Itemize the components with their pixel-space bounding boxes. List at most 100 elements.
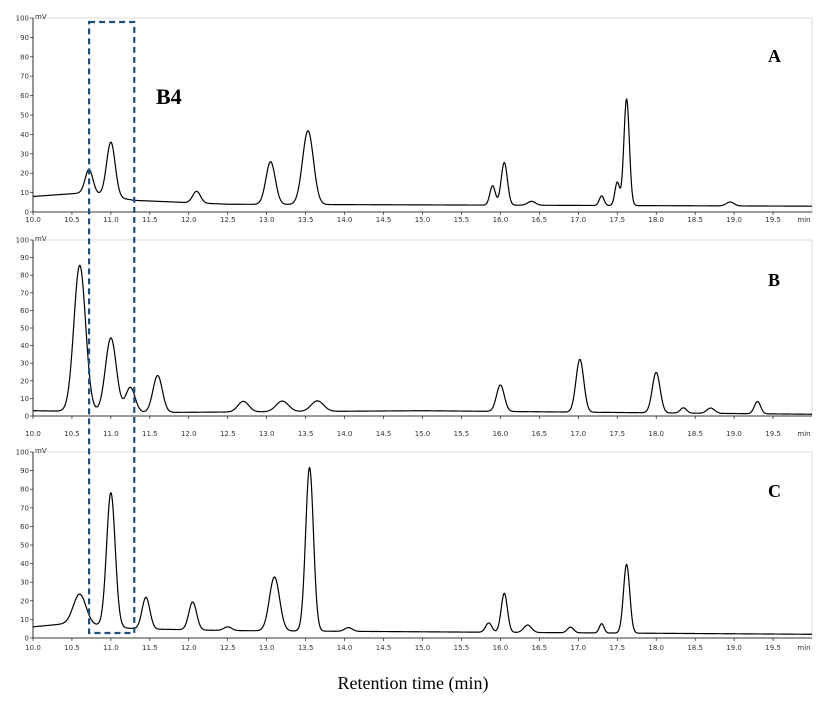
y-tick-label: 90 [20,467,29,475]
y-tick-label: 80 [20,272,29,280]
x-tick-label: 19.0 [726,644,742,652]
y-tick-label: 80 [20,53,29,61]
y-tick-label: 10 [20,616,29,624]
trace-line [32,466,813,635]
x-tick-label: 13.0 [259,216,275,224]
x-tick-label: 15.5 [454,644,470,652]
x-tick-label: 17.0 [571,430,587,438]
x-tick-label: 16.5 [532,644,548,652]
y-tick-label: 0 [25,209,29,217]
x-tick-label: 11.5 [142,216,158,224]
x-tick-label: 10.0 [25,644,41,652]
y-tick-label: 70 [20,73,29,81]
x-tick-label: 19.0 [726,216,742,224]
y-tick-label: 40 [20,560,29,568]
x-tick-label: 10.5 [64,216,80,224]
x-tick-label: 14.0 [337,644,353,652]
x-tick-label: 18.5 [687,430,703,438]
panel-label: B [768,270,780,290]
y-tick-label: 60 [20,307,29,315]
y-tick-label: 20 [20,377,29,385]
y-tick-label: 20 [20,597,29,605]
x-tick-label: 14.5 [376,430,392,438]
x-tick-label: 13.0 [259,430,275,438]
x-tick-label: 10.5 [64,644,80,652]
x-tick-label: 16.0 [493,216,509,224]
x-tick-label: 17.0 [571,644,587,652]
x-tick-label: 19.0 [726,430,742,438]
x-tick-label: 12.5 [220,216,236,224]
x-tick-label: 14.0 [337,430,353,438]
y-tick-label: 20 [20,170,29,178]
y-tick-label: 100 [16,237,29,245]
y-tick-label: 100 [16,449,29,457]
x-tick-label: 15.0 [415,430,431,438]
x-tick-label: 15.0 [415,644,431,652]
x-tick-label: 17.0 [571,216,587,224]
y-tick-label: 40 [20,342,29,350]
x-tick-label: 11.0 [103,644,119,652]
x-unit-label: min [797,430,810,438]
y-tick-label: 70 [20,289,29,297]
x-tick-label: 13.5 [298,644,314,652]
x-tick-label: 10.0 [25,430,41,438]
x-tick-label: 14.5 [376,216,392,224]
b4-label: B4 [156,84,182,109]
x-unit-label: min [797,216,810,224]
x-tick-label: 17.5 [609,644,625,652]
panel-label: A [768,46,781,66]
y-tick-label: 0 [25,635,29,643]
chromatogram-panel-a: 0 10 20 30 40 50 60 70 80 90 100 mV 10.0 10.5 11.0 11.5… [16,13,813,224]
x-tick-label: 18.0 [648,216,664,224]
x-tick-label: 18.5 [687,216,703,224]
y-unit-label: mV [35,235,47,243]
x-tick-label: 15.5 [454,216,470,224]
x-tick-label: 16.0 [493,430,509,438]
x-tick-label: 14.0 [337,216,353,224]
y-unit-label: mV [35,13,47,21]
x-tick-label: 12.0 [181,644,197,652]
x-tick-label: 15.0 [415,216,431,224]
x-tick-label: 11.5 [142,644,158,652]
x-tick-label: 16.0 [493,644,509,652]
x-tick-label: 10.0 [25,216,41,224]
y-tick-label: 50 [20,112,29,120]
x-unit-label: min [797,644,810,652]
x-tick-label: 11.5 [142,430,158,438]
y-tick-label: 90 [20,254,29,262]
y-unit-label: mV [35,447,47,455]
chromatogram-panel-b: 0 10 20 30 40 50 60 70 80 90 100 mV 10.0 10.5 11.0 11.5… [16,235,813,438]
x-tick-label: 17.5 [609,430,625,438]
x-tick-label: 11.0 [103,430,119,438]
y-tick-label: 80 [20,486,29,494]
y-tick-label: 10 [20,189,29,197]
x-tick-label: 11.0 [103,216,119,224]
plot-frame [32,17,813,213]
panel-label: C [768,481,781,501]
x-tick-label: 13.5 [298,430,314,438]
y-tick-label: 100 [16,15,29,23]
x-tick-label: 10.5 [64,430,80,438]
x-tick-label: 15.5 [454,430,470,438]
y-tick-label: 50 [20,542,29,550]
y-tick-label: 30 [20,360,29,368]
x-tick-label: 19.5 [765,430,781,438]
x-tick-label: 16.5 [532,430,548,438]
x-tick-label: 18.0 [648,644,664,652]
y-tick-label: 40 [20,131,29,139]
y-tick-label: 60 [20,523,29,531]
y-tick-label: 90 [20,34,29,42]
y-tick-label: 70 [20,504,29,512]
y-tick-label: 0 [25,413,29,421]
x-tick-label: 12.5 [220,644,236,652]
x-tick-label: 17.5 [609,216,625,224]
x-tick-label: 18.0 [648,430,664,438]
y-tick-label: 10 [20,395,29,403]
y-tick-label: 30 [20,579,29,587]
x-tick-label: 12.0 [181,430,197,438]
plot-frame [32,239,813,417]
trace-line [32,264,813,415]
y-tick-label: 60 [20,92,29,100]
x-tick-label: 12.5 [220,430,236,438]
